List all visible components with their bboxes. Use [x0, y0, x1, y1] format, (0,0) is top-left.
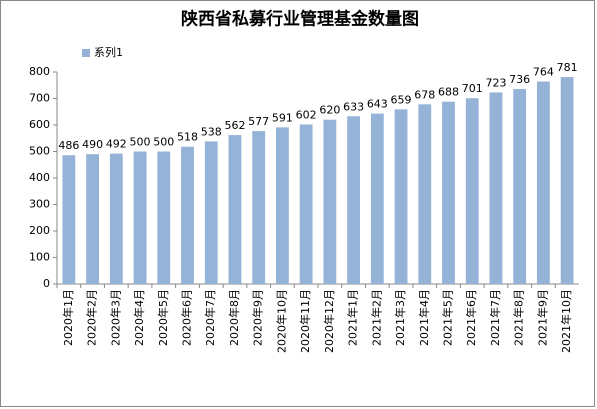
x-tick-label: 2020年9月 — [251, 289, 265, 346]
x-tick-label: 2021年8月 — [512, 289, 526, 346]
bar — [86, 154, 99, 284]
x-tick-label: 2020年5月 — [156, 289, 170, 346]
x-tick-label: 2020年3月 — [108, 289, 122, 346]
data-label: 781 — [557, 61, 578, 74]
bar — [228, 135, 242, 284]
data-label: 659 — [391, 93, 412, 106]
data-label: 723 — [485, 76, 506, 89]
bar — [489, 92, 503, 284]
data-label: 764 — [533, 66, 554, 79]
x-tick-label: 2020年8月 — [227, 289, 241, 346]
data-label: 538 — [201, 125, 222, 138]
x-tick-label: 2021年7月 — [488, 289, 502, 346]
x-tick-label: 2021年5月 — [441, 289, 455, 346]
data-label: 490 — [82, 138, 103, 151]
legend-label: 系列1 — [94, 45, 123, 59]
data-label: 602 — [296, 108, 317, 121]
x-tick-label: 2020年12月 — [322, 289, 336, 353]
data-label: 633 — [343, 100, 364, 113]
bar — [442, 101, 455, 285]
data-label: 518 — [177, 131, 198, 144]
bar — [252, 131, 266, 284]
data-label: 678 — [414, 88, 435, 101]
data-label: 492 — [106, 138, 127, 151]
x-tick-label: 2021年9月 — [535, 289, 549, 346]
bar — [347, 116, 360, 284]
data-label: 688 — [438, 86, 459, 99]
x-tick-label: 2020年1月 — [61, 289, 75, 346]
bar — [513, 88, 527, 285]
x-tick-label: 2020年6月 — [180, 289, 194, 346]
chart-title: 陕西省私募行业管理基金数量图 — [181, 9, 419, 30]
x-tick-label: 2021年4月 — [417, 289, 431, 346]
x-tick-label: 2020年2月 — [85, 289, 99, 346]
data-label: 486 — [58, 139, 79, 152]
y-tick-label: 700 — [29, 92, 50, 105]
x-tick-label: 2021年10月 — [559, 289, 573, 353]
y-tick-label: 0 — [43, 277, 50, 290]
bar — [181, 146, 194, 284]
data-label: 500 — [153, 136, 174, 149]
y-tick-label: 600 — [29, 118, 50, 131]
y-tick-label: 800 — [29, 65, 50, 78]
y-tick-label: 200 — [29, 224, 50, 237]
bar — [418, 104, 432, 284]
bar — [394, 109, 408, 285]
legend-swatch — [82, 49, 90, 57]
bar — [465, 98, 479, 284]
bar — [109, 153, 123, 284]
y-tick-label: 400 — [29, 171, 50, 184]
bar — [537, 81, 550, 284]
data-label: 591 — [272, 111, 293, 124]
x-tick-label: 2021年6月 — [464, 289, 478, 346]
bar — [323, 119, 337, 284]
bar — [276, 127, 289, 284]
x-tick-label: 2020年10月 — [274, 289, 288, 353]
bar — [62, 155, 76, 284]
x-tick-label: 2020年11月 — [298, 289, 312, 353]
x-tick-label: 2021年1月 — [346, 289, 360, 346]
x-tick-label: 2021年3月 — [393, 289, 407, 346]
x-tick-label: 2020年7月 — [203, 289, 217, 346]
bar — [299, 124, 313, 284]
y-tick-label: 500 — [29, 145, 50, 158]
y-tick-label: 300 — [29, 198, 50, 211]
data-label: 500 — [130, 136, 151, 149]
bar — [560, 77, 574, 284]
data-label: 620 — [319, 104, 340, 117]
y-tick-label: 100 — [29, 251, 50, 264]
x-tick-label: 2021年2月 — [369, 289, 383, 346]
bar — [204, 141, 218, 284]
bar — [157, 151, 171, 284]
data-label: 736 — [509, 73, 530, 86]
bar — [370, 113, 384, 284]
data-label: 701 — [462, 82, 483, 95]
x-tick-label: 2020年4月 — [132, 289, 146, 346]
data-label: 562 — [224, 119, 245, 132]
data-label: 577 — [248, 115, 269, 128]
bar — [133, 151, 147, 284]
data-label: 643 — [367, 98, 388, 111]
